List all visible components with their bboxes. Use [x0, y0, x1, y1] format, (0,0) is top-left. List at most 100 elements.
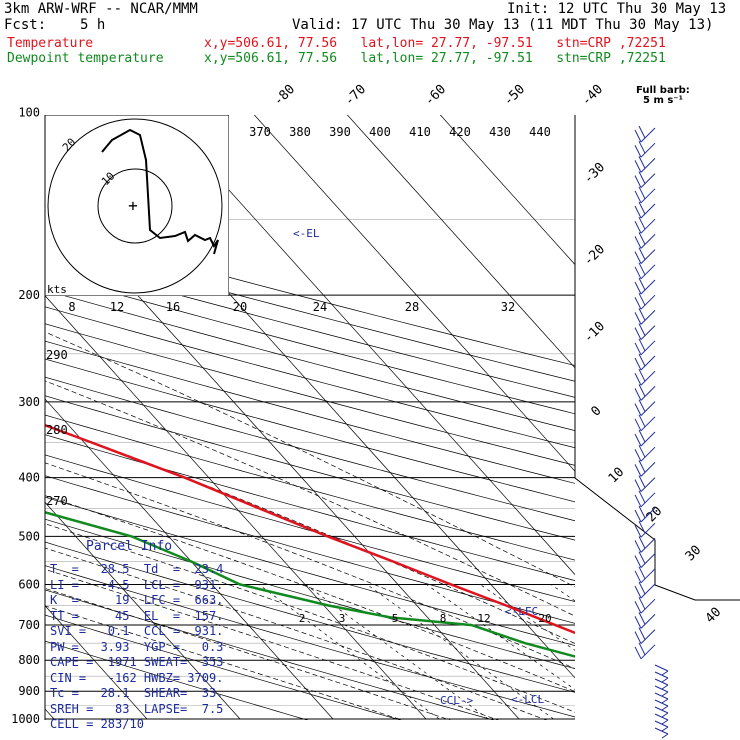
pressure-label: 900 — [18, 684, 40, 698]
level-annotation: CCL-> — [440, 694, 473, 707]
barb-staff — [654, 713, 669, 721]
mixing-ratio-label: 8 — [440, 612, 447, 625]
wind-barb — [634, 596, 656, 614]
barb-staff — [640, 279, 656, 295]
barb-staff — [640, 188, 656, 204]
isotherm-label: 30 — [683, 543, 705, 565]
mixing-ratio-line — [550, 584, 575, 602]
hodograph-ring — [97, 168, 173, 244]
wind-barb — [634, 277, 656, 295]
dry-adiabat-label: 290 — [46, 348, 68, 362]
isotherm-line — [439, 115, 575, 266]
barb-flag — [638, 323, 646, 336]
wind-barb — [634, 232, 656, 249]
barb-flag — [634, 129, 642, 143]
theta-label: 370 — [249, 125, 271, 139]
barb-flag — [638, 292, 646, 306]
barb-staff — [640, 522, 656, 538]
wind-barb — [634, 140, 656, 158]
barb-flag — [634, 479, 642, 492]
barb-staff — [640, 431, 656, 447]
wind-barb — [634, 566, 656, 584]
isotherm-line — [346, 115, 575, 369]
barb-flag — [634, 205, 642, 219]
barb-flag — [638, 490, 646, 504]
dewpoint-profile — [45, 510, 575, 658]
barb-flag — [638, 353, 646, 367]
barb-staff — [640, 234, 656, 249]
barb-flag — [638, 368, 646, 382]
dry-adiabat — [45, 227, 575, 366]
barb-flag — [661, 733, 669, 739]
barb-staff — [640, 294, 656, 310]
dry-adiabat — [45, 242, 575, 382]
speed-unit-label: kts — [47, 283, 67, 296]
dewpoint-legend-label: Dewpoint temperature — [7, 51, 164, 66]
barb-staff — [640, 173, 656, 188]
barb-flag — [634, 403, 642, 416]
barb-staff — [640, 416, 656, 432]
barb-flag — [638, 505, 646, 519]
barb-staff — [640, 553, 656, 568]
wind-barb — [634, 505, 656, 523]
wind-barb — [634, 156, 656, 173]
valid-time: Valid: 17 UTC Thu 30 May 13 (11 MDT Thu … — [292, 17, 714, 33]
barb-staff — [640, 629, 656, 644]
barb-flag — [638, 186, 646, 200]
dry-adiabat — [45, 340, 575, 484]
barb-flag — [634, 464, 642, 477]
pressure-label: 100 — [18, 106, 40, 120]
barb-flag — [634, 631, 642, 644]
thermo-background — [45, 115, 575, 720]
theta-label: 440 — [529, 125, 551, 139]
barb-flag — [634, 418, 642, 432]
hodograph-trace — [101, 128, 219, 255]
pressure-label: 300 — [18, 395, 40, 409]
wind-barb — [634, 399, 656, 416]
wind-barb — [634, 384, 656, 401]
isotherm-line — [160, 115, 575, 576]
pressure-label: 800 — [18, 653, 40, 667]
barb-staff — [640, 492, 656, 508]
barb-flag — [634, 296, 642, 310]
dry-adiabat — [45, 614, 402, 720]
barb-flag — [638, 475, 646, 488]
barb-flag — [634, 190, 642, 204]
parcel-info-row: SVI = 0.1 CCL = 931. — [50, 624, 224, 638]
isotherm-label: 10 — [606, 465, 628, 487]
barb-flag — [638, 171, 646, 184]
barb-flag — [638, 612, 646, 625]
barb-flag — [634, 342, 642, 356]
barb-flag — [638, 125, 646, 139]
dry-adiabat — [45, 475, 575, 624]
wind-barb — [634, 520, 656, 538]
barb-staff — [640, 370, 656, 386]
barb-flag — [634, 327, 642, 340]
barb-flag — [634, 509, 642, 523]
wind-barb — [654, 664, 669, 676]
dry-adiabat — [45, 306, 575, 449]
wind-barb — [634, 429, 656, 447]
isotherm-label: -40 — [579, 82, 606, 109]
barb-flag — [634, 540, 642, 553]
mixing-ratio-label: 3 — [339, 612, 346, 625]
level-annotation: <-LCL — [511, 693, 544, 706]
wind-barb — [634, 125, 656, 143]
barb-flag — [634, 160, 642, 173]
mixing-ratio-label: 2 — [299, 612, 306, 625]
dry-adiabat — [45, 589, 495, 720]
wind-barb — [654, 671, 669, 683]
dry-adiabat — [45, 257, 575, 398]
isotherm-line — [253, 115, 575, 472]
moist-adiabat — [45, 605, 404, 720]
wind-barb — [634, 414, 656, 432]
barb-flag — [638, 216, 646, 230]
barb-staff — [640, 446, 656, 462]
pressure-label: 1000 — [11, 712, 40, 726]
barb-flag — [661, 684, 669, 690]
pressure-label: 700 — [18, 618, 40, 632]
wind-barb — [634, 627, 656, 644]
barb-flag — [638, 338, 646, 352]
barb-staff — [654, 706, 669, 714]
